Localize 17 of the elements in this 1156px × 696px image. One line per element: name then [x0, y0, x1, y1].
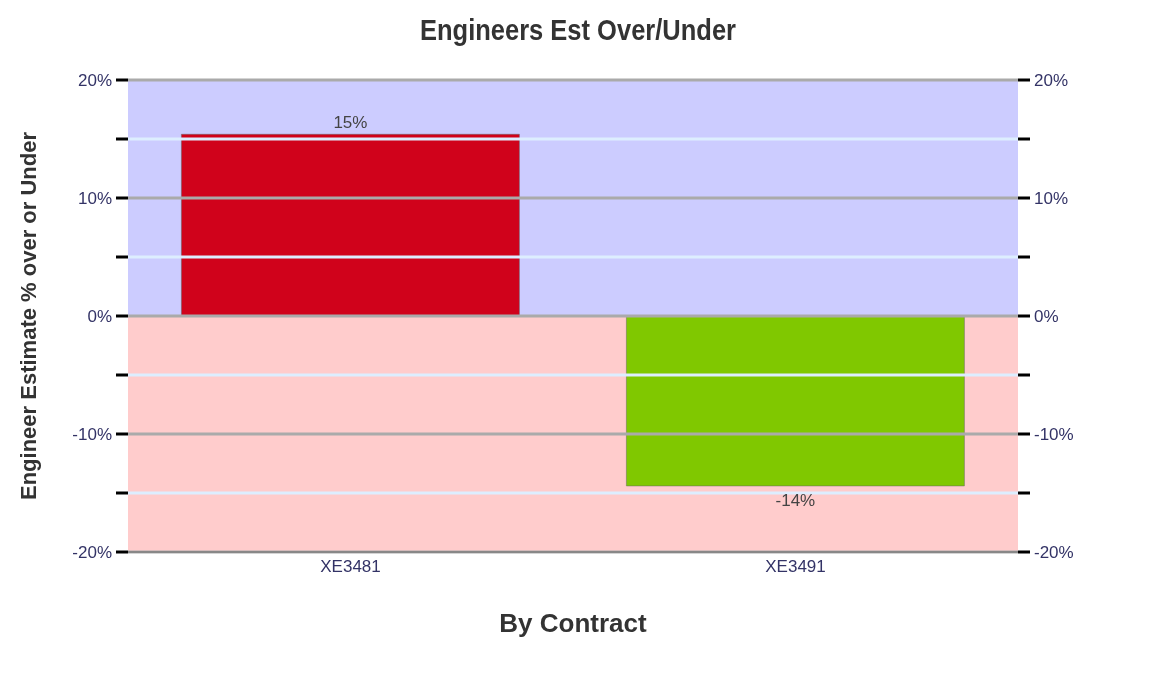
- y-tick-label: -20%: [72, 543, 112, 562]
- x-tick-label: XE3491: [765, 557, 826, 577]
- x-axis-title: By Contract: [499, 608, 648, 638]
- y2-tick-label: -20%: [1034, 543, 1074, 562]
- y2-tick-label: 0%: [1034, 307, 1059, 326]
- x-tick-label: XE3481: [320, 557, 381, 577]
- y-tick-label: -10%: [72, 425, 112, 444]
- y2-tick-label: 10%: [1034, 189, 1069, 208]
- y-axis-title: Engineer Estimate % over or Under: [15, 131, 41, 500]
- y-tick-label: 0%: [87, 307, 112, 326]
- y-tick-label: 10%: [77, 189, 112, 208]
- y2-tick-label: 20%: [1034, 71, 1069, 90]
- data-label: -14%: [775, 490, 816, 510]
- y2-tick-label: -10%: [1034, 425, 1074, 444]
- chart-title: Engineers Est Over/Under: [419, 12, 737, 48]
- y-tick-label: 20%: [77, 71, 112, 90]
- data-label: 15%: [333, 113, 368, 133]
